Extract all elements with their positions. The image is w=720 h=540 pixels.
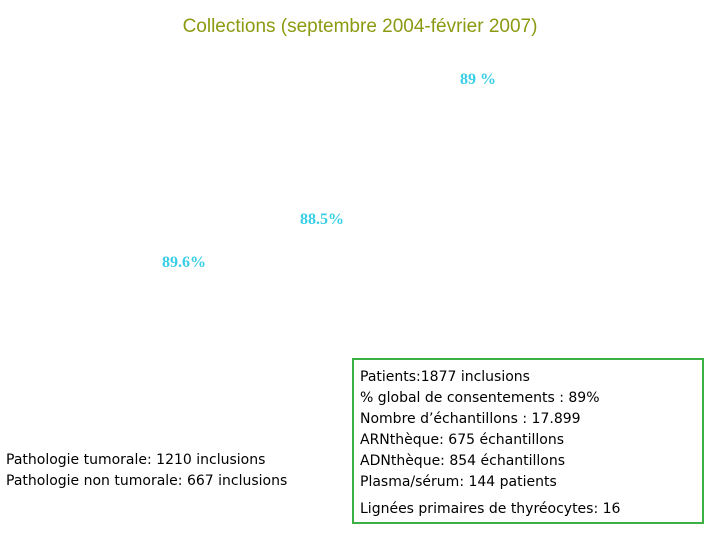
percent-label: 88.5% bbox=[300, 211, 344, 228]
text-line: Patients:1877 inclusions bbox=[360, 369, 530, 385]
info-box: Patients:1877 inclusions % global de cons… bbox=[352, 358, 704, 524]
text-line: % global de consentements : 89% bbox=[360, 390, 600, 406]
title: Collections (septembre 2004-février 2007… bbox=[182, 16, 538, 37]
text-line: Lignées primaires de thyréocytes: 16 bbox=[360, 501, 621, 517]
text-line: Nombre d’échantillons : 17.899 bbox=[360, 411, 581, 427]
percent-label: 89.6% bbox=[162, 254, 206, 271]
text-line: ARNthèque: 675 échantillons bbox=[360, 432, 564, 448]
left-text: Pathologie tumorale: 1210 inclusions Path… bbox=[6, 450, 287, 492]
percent-label: 89 % bbox=[460, 71, 496, 88]
text-line: Pathologie non tumorale: 667 inclusions bbox=[6, 473, 288, 489]
text-line: Plasma/sérum: 144 patients bbox=[360, 474, 557, 490]
text-line: ADNthèque: 854 échantillons bbox=[360, 453, 566, 469]
text-line: Pathologie tumorale: 1210 inclusions bbox=[6, 452, 266, 468]
